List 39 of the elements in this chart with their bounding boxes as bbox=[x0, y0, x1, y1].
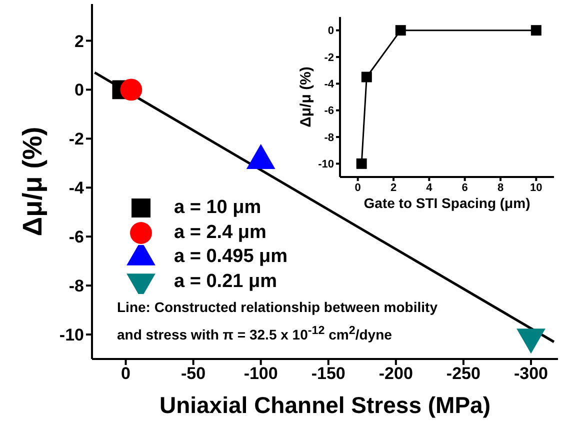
x-tick-label: -200 bbox=[378, 364, 413, 384]
x-tick-label: 0 bbox=[354, 182, 361, 194]
legend-label: a = 2.4 μm bbox=[174, 222, 266, 244]
x-tick-label: 10 bbox=[530, 182, 542, 194]
point bbox=[361, 72, 372, 82]
y-tick-label: 2 bbox=[74, 32, 84, 51]
point bbox=[395, 25, 406, 36]
x-tick-label: 8 bbox=[497, 182, 504, 194]
point bbox=[530, 25, 542, 36]
y-tick-label: 0 bbox=[74, 80, 84, 100]
y-axis-title: Δμ/μ (%) bbox=[297, 66, 314, 128]
legend-label: a = 0.21 μm bbox=[174, 270, 277, 293]
y-tick-label: -2 bbox=[68, 130, 84, 149]
x-tick-label: -50 bbox=[181, 364, 206, 384]
legend-label: a = 0.495 μm bbox=[174, 246, 288, 268]
x-tick-label: 4 bbox=[426, 182, 434, 194]
x-tick-label: -150 bbox=[311, 364, 346, 384]
annotation: Line: Constructed relationship between mobility and stress with π = 32.5 x 10$^{-12}$ cm$^{2}$/dyne bbox=[117, 298, 438, 345]
x-tick-label: 0 bbox=[121, 364, 130, 384]
legend-label: a = 10 μm bbox=[174, 197, 262, 220]
x-axis-title: Gate to STI Spacing (μm) bbox=[364, 195, 530, 211]
y-tick-label: -4 bbox=[68, 178, 85, 198]
y-tick-label: -2 bbox=[324, 52, 334, 64]
y-tick-label: -6 bbox=[324, 105, 334, 118]
x-tick-label: 6 bbox=[462, 182, 468, 194]
y-tick-label: -10 bbox=[59, 326, 84, 345]
x-tick-label: 2 bbox=[390, 182, 397, 194]
point bbox=[356, 158, 367, 169]
x-tick-label: -300 bbox=[514, 364, 548, 384]
y-tick-label: -6 bbox=[68, 228, 84, 247]
x-tick-label: -100 bbox=[244, 364, 278, 384]
y-axis-title: Δμ/μ (%) bbox=[18, 126, 48, 236]
y-tick-label: -4 bbox=[324, 78, 335, 91]
y-tick-label: -8 bbox=[324, 132, 334, 144]
x-tick-label: -250 bbox=[446, 364, 480, 384]
x-axis-title: Uniaxial Channel Stress (MPa) bbox=[159, 392, 491, 418]
y-tick-label: -8 bbox=[68, 276, 84, 296]
y-tick-label: 0 bbox=[328, 25, 334, 38]
y-tick-label: -10 bbox=[318, 158, 334, 171]
